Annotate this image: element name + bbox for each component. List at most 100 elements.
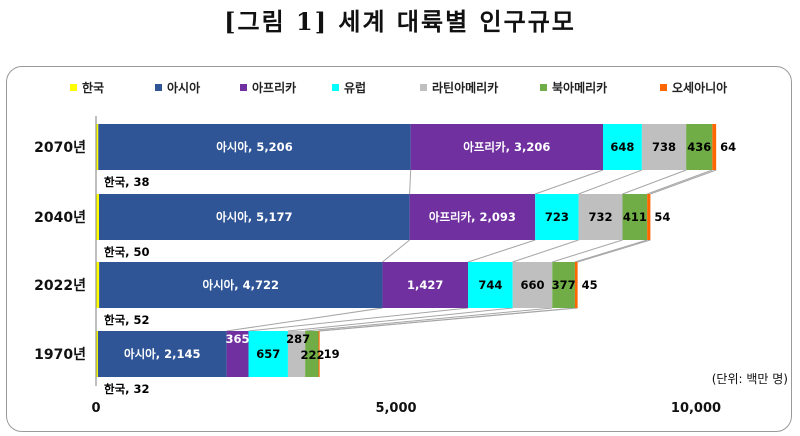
bar-segment [622,194,648,240]
bar-segment [318,331,320,377]
data-label: 54 [654,210,670,224]
bar-segment [641,124,687,170]
legend-label: 한국 [82,80,104,95]
connector-line [646,169,713,195]
data-label: 64 [720,140,736,154]
connector-line [650,169,717,195]
bar-segment [96,331,98,377]
data-label: 한국, 50 [104,245,150,259]
category-label: 2070년 [34,140,86,156]
bar-segment [409,194,536,240]
data-label: 45 [582,278,598,292]
connector-line [248,307,469,332]
bar-segment [535,194,579,240]
data-label: 아시아, 5,177 [216,210,293,224]
connector-line [574,239,648,263]
category-label: 2022년 [34,278,86,294]
connector-line [382,239,410,263]
bar-segment [96,262,100,308]
data-label: 436 [687,140,711,154]
data-label: 732 [589,210,613,224]
connector-line [577,239,651,263]
connector-line [226,307,383,332]
legend-label: 유럽 [344,81,366,95]
bar-segment [512,262,553,308]
legend-label: 라틴아메리카 [432,80,498,95]
connector-line [287,307,513,332]
legend-label: 북아메리카 [552,80,607,95]
data-label: 한국, 38 [104,175,150,189]
data-label: 한국, 52 [104,313,150,327]
connector-line [305,307,553,332]
bar-segment [647,194,651,240]
data-label: 222 [300,348,324,362]
bars: 2070년 2040년 2022년 1970년 [34,124,717,377]
bar-segment [382,262,469,308]
legend-swatch [155,84,162,91]
bar-segment [97,331,227,377]
chart-frame [6,66,792,432]
data-label: 657 [256,347,280,361]
legend-swatch [660,84,667,91]
connector-line [512,239,579,263]
legend-swatch [240,84,247,91]
connector-lines [226,169,717,332]
data-label: 377 [552,278,576,292]
connector-line [319,307,578,332]
data-label: 365 [226,332,250,346]
bar-segment [99,262,383,308]
category-label: 1970년 [34,347,86,363]
legend-swatch [332,84,339,91]
bar-segment [226,331,249,377]
data-label: 아시아, 4,722 [203,278,280,292]
data-label: 660 [520,278,544,292]
data-label: 744 [478,278,502,292]
data-label: 아프리카, 2,093 [429,210,516,224]
data-label: 287 [286,332,310,346]
data-labels: 한국, 38 아시아, 5,206 아프리카, 3,206 648 738 436 64 한국… [104,140,736,396]
bar-segment [96,124,99,170]
data-label: 아프리카, 3,206 [463,140,550,154]
bar-segment [603,124,642,170]
bar-segment [712,124,717,170]
legend-swatch [540,84,547,91]
bar-segment [410,124,603,170]
bar-segment [305,331,319,377]
data-label: 아시아, 2,145 [124,347,201,361]
data-label: 738 [652,140,676,154]
legend-label: 오세아니아 [672,80,727,95]
data-label: 1,427 [407,278,443,292]
chart-title: [그림 1] 세계 대륙별 인구규모 [224,7,576,36]
category-label: 2040년 [34,210,86,226]
bar-segment [574,262,578,308]
legend-label: 아시아 [167,80,200,95]
connector-line [622,169,687,195]
x-tick-label: 10,000 [671,401,721,416]
data-label: 아시아, 5,206 [216,140,293,154]
connector-line [578,169,643,195]
connector-line [467,239,536,263]
bar-segment [552,262,575,308]
data-label: 648 [610,140,634,154]
connector-line [409,169,412,195]
bar-segment [96,194,99,240]
bar-segment [99,194,410,240]
unit-note: (단위: 백만 명) [712,372,788,386]
x-tick-label: 0 [91,401,100,416]
connector-line [552,239,623,263]
data-label: 411 [623,210,647,224]
bar-segment [686,124,713,170]
legend-label: 아프리카 [252,80,296,95]
bar-segment [468,262,513,308]
data-label: 723 [545,210,569,224]
legend: 한국 아시아 아프리카 유럽 라틴아메리카 북아메리카 오세아니아 [70,80,727,95]
data-label: 한국, 32 [104,382,150,396]
data-label: 19 [324,347,340,361]
connector-line [535,169,604,195]
x-axis: 0 5,000 10,000 [91,116,721,416]
bar-segment [248,331,288,377]
x-tick-label: 5,000 [375,401,416,416]
legend-swatch [70,84,77,91]
bar-segment [578,194,623,240]
